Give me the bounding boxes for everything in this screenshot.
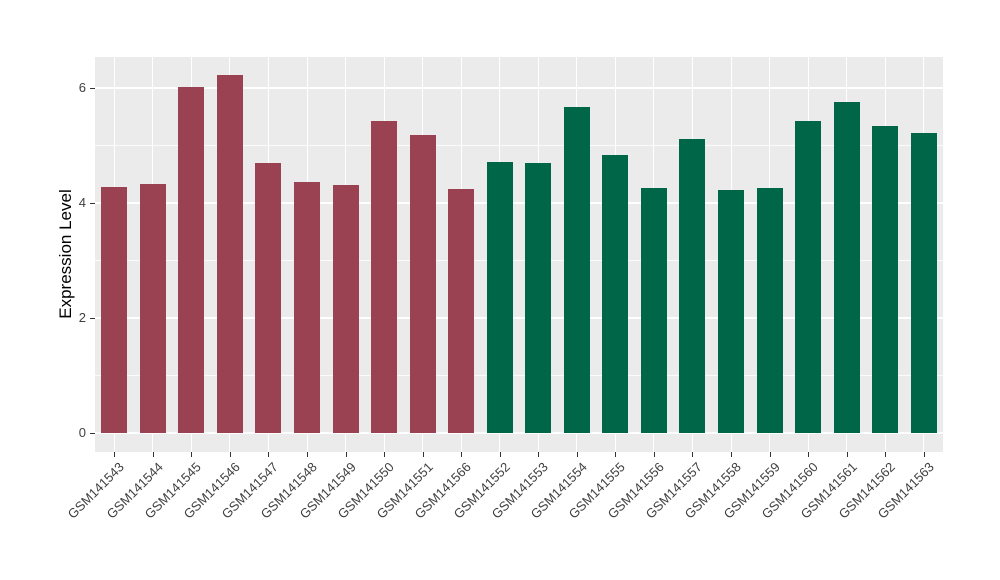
x-tick-GSM141557 — [692, 452, 694, 457]
y-axis-title: Expression Level — [56, 189, 75, 319]
bar-GSM141562 — [872, 126, 899, 433]
x-tick-GSM141552 — [499, 452, 501, 457]
y-tick-label-4: 4 — [78, 194, 86, 210]
bar-GSM141551 — [409, 135, 436, 433]
x-tick-GSM141548 — [307, 452, 308, 457]
y-tick-label-0: 0 — [78, 425, 86, 440]
x-tick-GSM141554 — [576, 452, 578, 457]
bar-GSM141566 — [448, 189, 475, 433]
x-tick-GSM141549 — [345, 452, 347, 457]
x-tick-GSM141566 — [461, 452, 463, 457]
gridline-major-y-6 — [95, 86, 943, 89]
x-tick-GSM141560 — [808, 452, 810, 457]
gridline-major-y-2 — [95, 316, 943, 319]
y-tick-label-6: 6 — [78, 79, 86, 95]
x-tick-GSM141543 — [114, 452, 116, 457]
bar-GSM141556 — [640, 188, 667, 433]
x-tick-GSM141559 — [769, 452, 771, 457]
x-tick-GSM141550 — [384, 452, 386, 457]
bar-GSM141549 — [332, 185, 359, 433]
gridline-major-y-4 — [95, 201, 943, 204]
x-tick-GSM141561 — [846, 452, 848, 457]
y-tick-0 — [90, 433, 95, 434]
x-tick-GSM141545 — [191, 452, 193, 457]
bar-GSM141545 — [178, 87, 205, 433]
gridline-minor-y-5 — [95, 145, 943, 147]
bar-GSM141555 — [602, 155, 629, 433]
x-tick-GSM141551 — [422, 452, 424, 457]
bar-GSM141558 — [718, 190, 744, 433]
y-tick-label-2: 2 — [78, 309, 86, 325]
x-tick-GSM141555 — [615, 452, 617, 457]
x-tick-GSM141563 — [923, 452, 925, 457]
gridline-minor-y-1 — [95, 375, 943, 377]
bar-GSM141553 — [525, 163, 552, 433]
bar-GSM141547 — [255, 163, 282, 433]
x-tick-GSM141547 — [268, 452, 270, 457]
x-tick-GSM141546 — [229, 452, 231, 457]
bar-GSM141561 — [833, 102, 860, 433]
bar-GSM141543 — [101, 187, 128, 433]
bar-GSM141546 — [216, 75, 243, 433]
gridline-minor-y-3 — [95, 260, 943, 262]
y-tick-6 — [90, 87, 95, 89]
y-tick-2 — [90, 317, 95, 319]
x-tick-GSM141558 — [731, 452, 732, 457]
x-tick-GSM141562 — [885, 452, 887, 457]
bar-GSM141557 — [679, 139, 706, 433]
bar-GSM141554 — [563, 107, 590, 433]
x-tick-GSM141553 — [538, 452, 540, 457]
y-tick-4 — [90, 202, 95, 204]
bar-GSM141548 — [294, 182, 320, 433]
bar-GSM141563 — [910, 133, 937, 433]
x-tick-GSM141556 — [653, 452, 655, 457]
plot-panel — [95, 57, 943, 452]
gridline-major-y-0 — [95, 432, 943, 434]
x-tick-GSM141544 — [152, 452, 154, 457]
bar-GSM141552 — [486, 162, 513, 433]
bar-GSM141550 — [371, 121, 398, 433]
bar-GSM141559 — [756, 188, 783, 433]
bar-GSM141544 — [139, 184, 166, 433]
bar-GSM141560 — [795, 121, 822, 433]
